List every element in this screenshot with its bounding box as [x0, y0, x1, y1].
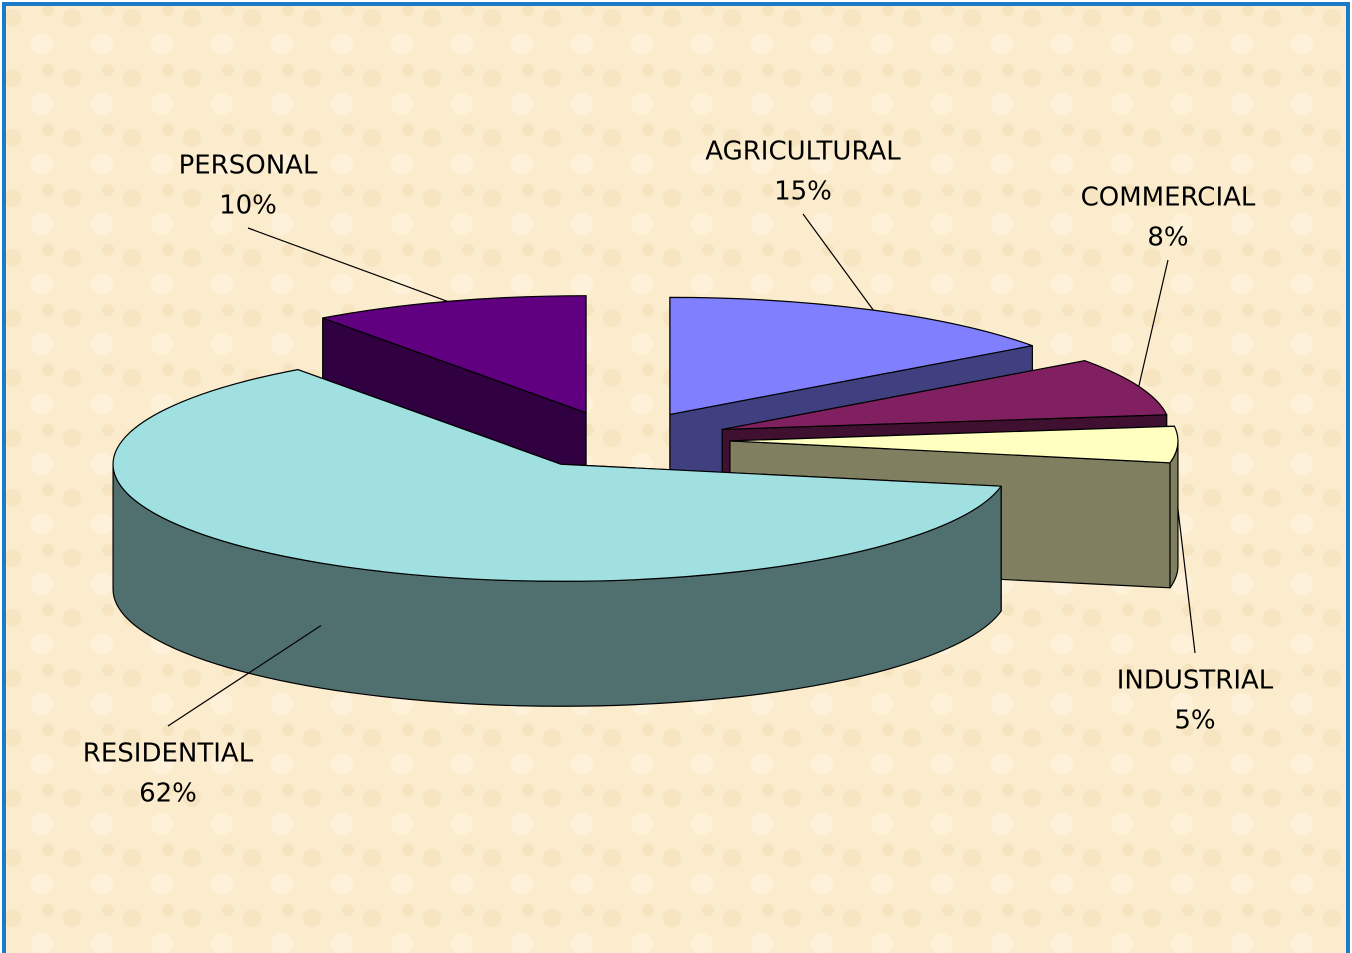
leader-line [167, 625, 322, 727]
slice [112, 369, 1002, 707]
slice-label-value: 62% [139, 779, 197, 809]
slice-label-name: PERSONAL [179, 151, 318, 181]
slice-label-name: RESIDENTIAL [83, 739, 254, 769]
slice-top [669, 296, 1033, 416]
slice-label-value: 8% [1147, 223, 1188, 253]
pie [112, 295, 1179, 707]
leader-line [247, 227, 448, 302]
slice-label-name: AGRICULTURAL [705, 137, 901, 167]
leader-line [802, 213, 874, 311]
slice-label-name: INDUSTRIAL [1117, 666, 1274, 696]
slice-top [112, 369, 1002, 582]
slice-outer-side [1169, 440, 1179, 589]
slice-top [729, 425, 1179, 464]
slice-label-value: 15% [774, 177, 832, 207]
slice-label-name: COMMERCIAL [1081, 183, 1256, 213]
slice-label-value: 5% [1174, 706, 1215, 736]
leader-line [1138, 259, 1169, 387]
leader-line [1177, 507, 1196, 654]
labels: AGRICULTURAL 15% COMMERCIAL 8% INDUSTRIAL 5% R… [83, 137, 1274, 809]
slice-label-value: 10% [219, 191, 277, 221]
slice-top [721, 360, 1168, 431]
